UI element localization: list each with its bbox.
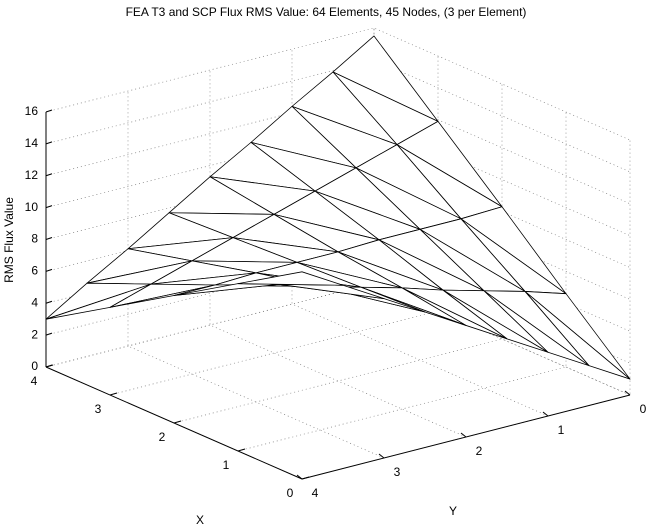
z-tick-label: 14	[25, 136, 39, 150]
x-tick	[173, 420, 182, 424]
y-tick-label: 1	[558, 423, 565, 437]
z-tick-label: 10	[25, 200, 39, 214]
z-tick	[45, 300, 53, 304]
x-tick-label: 1	[223, 458, 230, 472]
y-tick-label: 4	[312, 486, 319, 500]
x-tick-label: 4	[31, 374, 38, 388]
grid-line	[45, 59, 631, 173]
grid-line	[173, 84, 503, 424]
z-tick-label: 4	[31, 295, 38, 309]
z-tick	[45, 141, 53, 145]
z-tick	[45, 109, 53, 113]
x-tick	[45, 364, 54, 368]
z-tick-label: 8	[31, 232, 38, 246]
x-tick	[109, 392, 118, 396]
z-tick	[45, 268, 53, 272]
y-tick	[296, 474, 303, 480]
grid-line	[45, 155, 631, 268]
x-tick-label: 3	[95, 402, 102, 416]
z-axis-label: RMS Flux Value	[2, 197, 16, 283]
y-axis-label: Y	[449, 504, 457, 518]
grid-line	[45, 91, 631, 205]
z-tick-label: 6	[31, 264, 38, 278]
grid-line	[45, 27, 631, 141]
y-tick	[624, 390, 631, 396]
z-tick	[45, 237, 53, 240]
z-tick-label: 16	[25, 104, 39, 118]
z-tick-label: 2	[31, 327, 38, 341]
y-tick	[378, 453, 385, 459]
z-tick	[45, 332, 53, 336]
z-tick-label: 0	[31, 359, 38, 373]
surface-element	[237, 271, 344, 286]
y-tick-label: 2	[476, 444, 483, 458]
y-tick-label: 0	[640, 402, 647, 416]
x-axis-label: X	[196, 513, 204, 527]
z-tick-label: 12	[25, 168, 39, 182]
chart-title: FEA T3 and SCP Flux RMS Value: 64 Elemen…	[126, 5, 527, 19]
x-tick-label: 2	[159, 430, 166, 444]
z-tick	[45, 173, 53, 177]
y-tick	[460, 432, 467, 438]
grid-line	[45, 123, 631, 236]
x-tick	[301, 476, 310, 480]
y-tick-label: 3	[394, 465, 401, 479]
x-tick	[237, 448, 246, 452]
x-tick-label: 0	[287, 486, 294, 500]
z-tick	[45, 205, 53, 209]
grid-line	[237, 112, 567, 452]
y-tick	[542, 411, 549, 417]
